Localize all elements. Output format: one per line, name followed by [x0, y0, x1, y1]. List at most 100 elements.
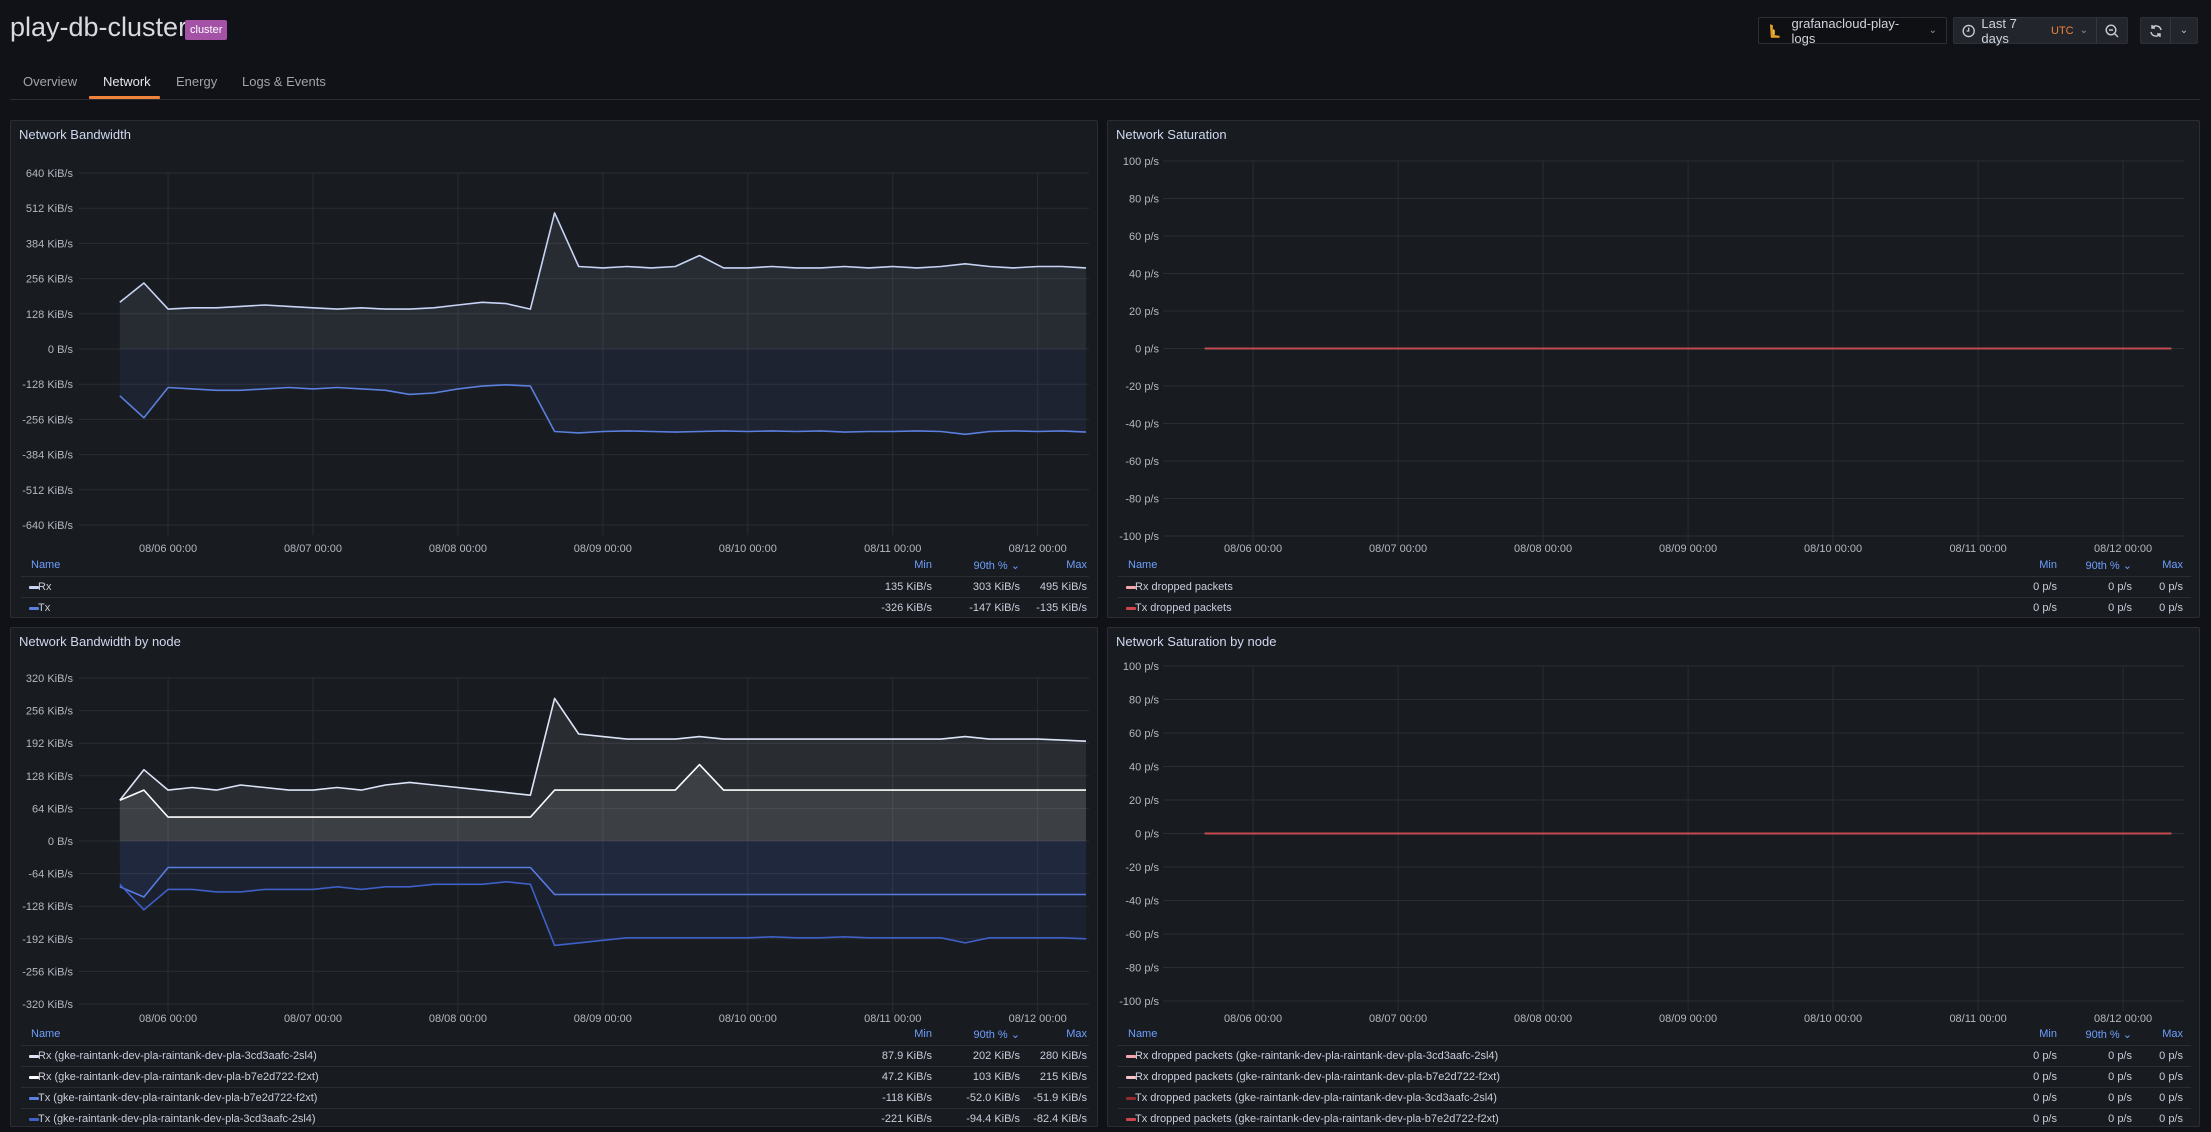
- legend-header: Name Min 90th % ⌄ Max: [21, 557, 1089, 576]
- zoom-out-icon: [2105, 23, 2119, 37]
- legend-p90-value: 0 p/s: [2108, 581, 2132, 593]
- legend-row[interactable]: Rx dropped packets (gke-raintank-dev-pla…: [1118, 1066, 2191, 1087]
- legend-header-p90[interactable]: 90th % ⌄: [2085, 560, 2132, 572]
- legend-series-name[interactable]: Rx dropped packets (gke-raintank-dev-pla…: [1135, 1050, 1499, 1062]
- y-tick-label: -640 KiB/s: [22, 520, 73, 532]
- chart-plot: 640 KiB/s 512 KiB/s 384 KiB/s 256 KiB/s 128 …: [22, 168, 1089, 555]
- legend-row[interactable]: Tx -326 KiB/s -147 KiB/s -135 KiB/s: [21, 597, 1089, 618]
- series-color-swatch[interactable]: [29, 1055, 39, 1058]
- chevron-down-icon: ⌄: [2079, 25, 2088, 36]
- tab-overview[interactable]: Overview: [23, 74, 78, 89]
- refresh-button[interactable]: [2141, 24, 2170, 38]
- y-tick-label: -256 KiB/s: [22, 414, 73, 426]
- legend-series-name[interactable]: Tx (gke-raintank-dev-pla-raintank-dev-pl…: [38, 1092, 318, 1104]
- legend-row[interactable]: Rx (gke-raintank-dev-pla-raintank-dev-pl…: [21, 1045, 1089, 1066]
- zoom-out-button[interactable]: [2097, 23, 2127, 38]
- series-color-swatch[interactable]: [1126, 1076, 1136, 1079]
- legend-row[interactable]: Rx dropped packets (gke-raintank-dev-pla…: [1118, 1045, 2191, 1066]
- x-tick-label: 08/06 00:00: [139, 543, 197, 555]
- legend-header-min[interactable]: Min: [2039, 1028, 2057, 1040]
- legend-series-name[interactable]: Rx dropped packets: [1135, 581, 1233, 593]
- chart-plot: 100 p/s 80 p/s 60 p/s 40 p/s 20 p/s 0 p/s -20 …: [1119, 661, 2184, 1025]
- y-tick-label: -100 p/s: [1119, 531, 1159, 543]
- legend-header-max[interactable]: Max: [1066, 1028, 1087, 1040]
- legend-row[interactable]: Tx dropped packets (gke-raintank-dev-pla…: [1118, 1108, 2191, 1129]
- time-picker[interactable]: Last 7 days UTC ⌄: [1953, 16, 2128, 46]
- legend-p90-value: 0 p/s: [2108, 602, 2132, 614]
- legend-header-name[interactable]: Name: [1128, 1028, 1158, 1040]
- legend-row[interactable]: Rx 135 KiB/s 303 KiB/s 495 KiB/s: [21, 576, 1089, 597]
- tab-logs-events[interactable]: Logs & Events: [242, 74, 326, 89]
- series-color-swatch[interactable]: [1126, 1118, 1136, 1121]
- series-line[interactable]: [119, 697, 1087, 801]
- legend-p90-value: 0 p/s: [2108, 1071, 2132, 1083]
- x-tick-label: 08/10 00:00: [1804, 543, 1862, 555]
- y-tick-label: 128 KiB/s: [26, 309, 74, 321]
- legend-min-value: -221 KiB/s: [881, 1113, 932, 1125]
- series-line[interactable]: [119, 763, 1086, 818]
- legend-header-p90[interactable]: 90th % ⌄: [973, 1029, 1020, 1041]
- legend-header-max[interactable]: Max: [2162, 559, 2183, 571]
- legend-header-min[interactable]: Min: [914, 1028, 932, 1040]
- series-color-swatch[interactable]: [29, 586, 39, 589]
- series-color-swatch[interactable]: [1126, 1055, 1136, 1058]
- legend-row[interactable]: Tx dropped packets (gke-raintank-dev-pla…: [1118, 1087, 2191, 1108]
- legend-header-p90[interactable]: 90th % ⌄: [973, 560, 1020, 572]
- series-color-swatch[interactable]: [1126, 607, 1136, 610]
- refresh-picker[interactable]: ⌄: [2140, 17, 2198, 44]
- legend-header-name[interactable]: Name: [1128, 559, 1158, 571]
- legend-header-name[interactable]: Name: [31, 1028, 61, 1040]
- datasource-picker[interactable]: grafanacloud-play-logs ⌄: [1758, 16, 1947, 46]
- legend-row[interactable]: Tx (gke-raintank-dev-pla-raintank-dev-pl…: [21, 1087, 1089, 1108]
- y-tick-label: 100 p/s: [1123, 156, 1160, 168]
- series-area: [119, 841, 1086, 946]
- series-color-swatch[interactable]: [29, 1118, 39, 1121]
- legend-header-max[interactable]: Max: [2162, 1028, 2183, 1040]
- legend-series-name[interactable]: Rx (gke-raintank-dev-pla-raintank-dev-pl…: [38, 1071, 319, 1083]
- y-tick-label: 0 p/s: [1135, 829, 1159, 841]
- series-color-swatch[interactable]: [29, 1097, 39, 1100]
- y-tick-label: 256 KiB/s: [26, 274, 74, 286]
- x-tick-label: 08/10 00:00: [719, 543, 777, 555]
- legend-series-name[interactable]: Tx dropped packets (gke-raintank-dev-pla…: [1135, 1113, 1499, 1125]
- series-color-swatch[interactable]: [1126, 1097, 1136, 1100]
- legend-series-name[interactable]: Rx (gke-raintank-dev-pla-raintank-dev-pl…: [38, 1050, 317, 1062]
- refresh-interval-dropdown[interactable]: ⌄: [2171, 25, 2197, 36]
- legend-header-min[interactable]: Min: [2039, 559, 2057, 571]
- series-line[interactable]: [119, 384, 1087, 436]
- x-tick-label: 08/12 00:00: [2094, 1013, 2152, 1025]
- legend-header-p90[interactable]: 90th % ⌄: [2085, 1029, 2132, 1041]
- series-color-swatch[interactable]: [29, 607, 39, 610]
- legend-series-name[interactable]: Rx: [38, 581, 52, 593]
- chevron-down-icon: ⌄: [2179, 25, 2189, 36]
- series-line[interactable]: [119, 866, 1086, 898]
- tag-badge[interactable]: cluster: [185, 20, 228, 40]
- legend-header-min[interactable]: Min: [914, 559, 932, 571]
- x-tick-label: 08/11 00:00: [864, 543, 921, 555]
- legend-series-name[interactable]: Tx dropped packets (gke-raintank-dev-pla…: [1135, 1092, 1497, 1104]
- legend-series-name[interactable]: Tx (gke-raintank-dev-pla-raintank-dev-pl…: [38, 1113, 316, 1125]
- tab-energy[interactable]: Energy: [176, 74, 218, 89]
- legend-series-name[interactable]: Tx dropped packets: [1135, 602, 1232, 614]
- legend-header-name[interactable]: Name: [31, 559, 61, 571]
- legend-header-max[interactable]: Max: [1066, 559, 1087, 571]
- legend-series-name[interactable]: Tx: [38, 602, 51, 614]
- x-tick-label: 08/08 00:00: [1514, 1013, 1572, 1025]
- legend-row[interactable]: Tx dropped packets 0 p/s 0 p/s 0 p/s: [1118, 597, 2191, 618]
- x-tick-label: 08/06 00:00: [1224, 1013, 1282, 1025]
- legend-max-value: -135 KiB/s: [1036, 602, 1087, 614]
- legend-series-name[interactable]: Rx dropped packets (gke-raintank-dev-pla…: [1135, 1071, 1501, 1083]
- time-range-button[interactable]: Last 7 days UTC ⌄: [1954, 16, 2096, 46]
- x-tick-label: 08/10 00:00: [1804, 1013, 1862, 1025]
- panel-title: Network Saturation: [1116, 127, 1227, 142]
- legend-row[interactable]: Rx dropped packets 0 p/s 0 p/s 0 p/s: [1118, 576, 2191, 597]
- legend-row[interactable]: Tx (gke-raintank-dev-pla-raintank-dev-pl…: [21, 1108, 1089, 1129]
- series-color-swatch[interactable]: [29, 1076, 39, 1079]
- y-tick-label: 80 p/s: [1129, 194, 1159, 206]
- y-tick-label: -20 p/s: [1125, 381, 1159, 393]
- legend-row[interactable]: Rx (gke-raintank-dev-pla-raintank-dev-pl…: [21, 1066, 1089, 1087]
- series-color-swatch[interactable]: [1126, 586, 1136, 589]
- series-line[interactable]: [119, 881, 1087, 947]
- tab-network[interactable]: Network: [103, 74, 151, 89]
- series-line[interactable]: [119, 212, 1087, 310]
